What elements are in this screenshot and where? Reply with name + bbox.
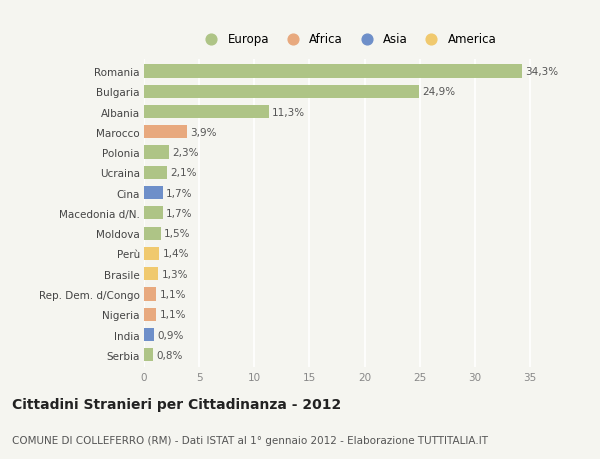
Bar — [144, 348, 153, 362]
Bar — [144, 106, 269, 119]
Text: 1,4%: 1,4% — [163, 249, 189, 259]
Legend: Europa, Africa, Asia, America: Europa, Africa, Asia, America — [194, 28, 502, 51]
Bar — [144, 167, 167, 179]
Text: 1,5%: 1,5% — [164, 229, 190, 239]
Text: 1,1%: 1,1% — [160, 289, 186, 299]
Bar — [144, 328, 154, 341]
Text: COMUNE DI COLLEFERRO (RM) - Dati ISTAT al 1° gennaio 2012 - Elaborazione TUTTITA: COMUNE DI COLLEFERRO (RM) - Dati ISTAT a… — [12, 435, 488, 445]
Text: 0,8%: 0,8% — [156, 350, 182, 360]
Bar — [144, 146, 169, 159]
Text: 3,9%: 3,9% — [190, 128, 217, 138]
Text: 1,7%: 1,7% — [166, 188, 193, 198]
Bar — [144, 288, 156, 301]
Bar — [144, 268, 158, 281]
Bar — [144, 126, 187, 139]
Text: Cittadini Stranieri per Cittadinanza - 2012: Cittadini Stranieri per Cittadinanza - 2… — [12, 397, 341, 412]
Bar — [144, 187, 163, 200]
Text: 24,9%: 24,9% — [422, 87, 455, 97]
Text: 2,1%: 2,1% — [170, 168, 197, 178]
Bar — [144, 207, 163, 220]
Bar — [144, 65, 522, 78]
Bar — [144, 308, 156, 321]
Text: 1,7%: 1,7% — [166, 208, 193, 218]
Text: 1,3%: 1,3% — [161, 269, 188, 279]
Bar — [144, 247, 160, 260]
Text: 2,3%: 2,3% — [173, 148, 199, 158]
Text: 0,9%: 0,9% — [157, 330, 184, 340]
Text: 1,1%: 1,1% — [160, 310, 186, 319]
Bar — [144, 227, 161, 240]
Text: 11,3%: 11,3% — [272, 107, 305, 117]
Bar — [144, 85, 419, 99]
Text: 34,3%: 34,3% — [526, 67, 559, 77]
